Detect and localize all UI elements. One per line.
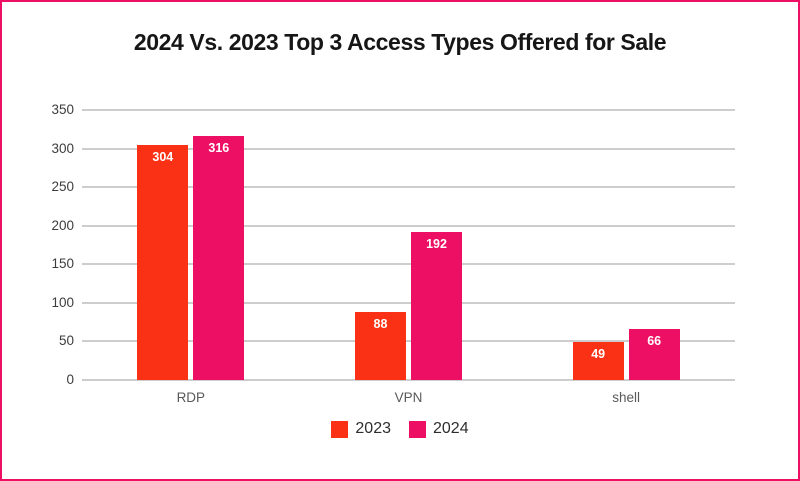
y-axis-tick-label: 250 bbox=[51, 179, 74, 195]
y-axis-tick-label: 50 bbox=[58, 333, 74, 349]
bar-value-label: 49 bbox=[591, 347, 606, 362]
x-axis-category-label: RDP bbox=[176, 390, 206, 405]
y-axis-tick-label: 100 bbox=[51, 294, 74, 310]
x-axis-category-label: shell bbox=[612, 390, 641, 405]
legend-label: 2024 bbox=[433, 420, 469, 437]
legend-label: 2023 bbox=[355, 420, 391, 437]
y-axis-tick-label: 300 bbox=[51, 140, 74, 156]
bar-2024-RDP: 316 bbox=[193, 136, 245, 380]
legend-swatch-2024 bbox=[409, 420, 426, 438]
legend-item-2024: 2024 bbox=[409, 420, 469, 438]
gridline-300 bbox=[82, 147, 735, 150]
bar-2024-VPN: 192 bbox=[411, 231, 462, 380]
bar-2023-RDP: 304 bbox=[137, 145, 189, 380]
bar-value-label: 66 bbox=[647, 334, 662, 349]
gridline-50 bbox=[82, 340, 735, 343]
bar-value-label: 316 bbox=[208, 141, 230, 156]
gridline-350 bbox=[82, 109, 735, 111]
x-axis-category-label: VPN bbox=[394, 390, 423, 405]
y-axis-tick-label: 200 bbox=[51, 217, 74, 233]
legend-item-2023: 2023 bbox=[331, 420, 391, 438]
y-axis-tick-label: 0 bbox=[66, 372, 74, 387]
y-axis-tick-label: 350 bbox=[51, 102, 74, 117]
gridline-200 bbox=[82, 224, 735, 227]
y-axis-tick-label: 150 bbox=[51, 256, 74, 272]
bar-value-label: 88 bbox=[373, 317, 388, 332]
bar-value-label: 192 bbox=[426, 236, 447, 251]
legend-swatch-2023 bbox=[331, 420, 349, 438]
chart-title: 2024 Vs. 2023 Top 3 Access Types Offered… bbox=[133, 29, 667, 55]
legend: 2023 2024 bbox=[2, 420, 798, 438]
gridline-100 bbox=[82, 301, 735, 304]
gridline-250 bbox=[82, 186, 735, 189]
gridline-0 bbox=[82, 379, 735, 381]
bar-2023-VPN: 88 bbox=[355, 312, 406, 380]
gridline-150 bbox=[82, 263, 735, 266]
bar-2024-shell: 66 bbox=[628, 329, 680, 380]
bar-value-label: 304 bbox=[152, 150, 174, 165]
bar-2023-shell: 49 bbox=[572, 342, 624, 380]
